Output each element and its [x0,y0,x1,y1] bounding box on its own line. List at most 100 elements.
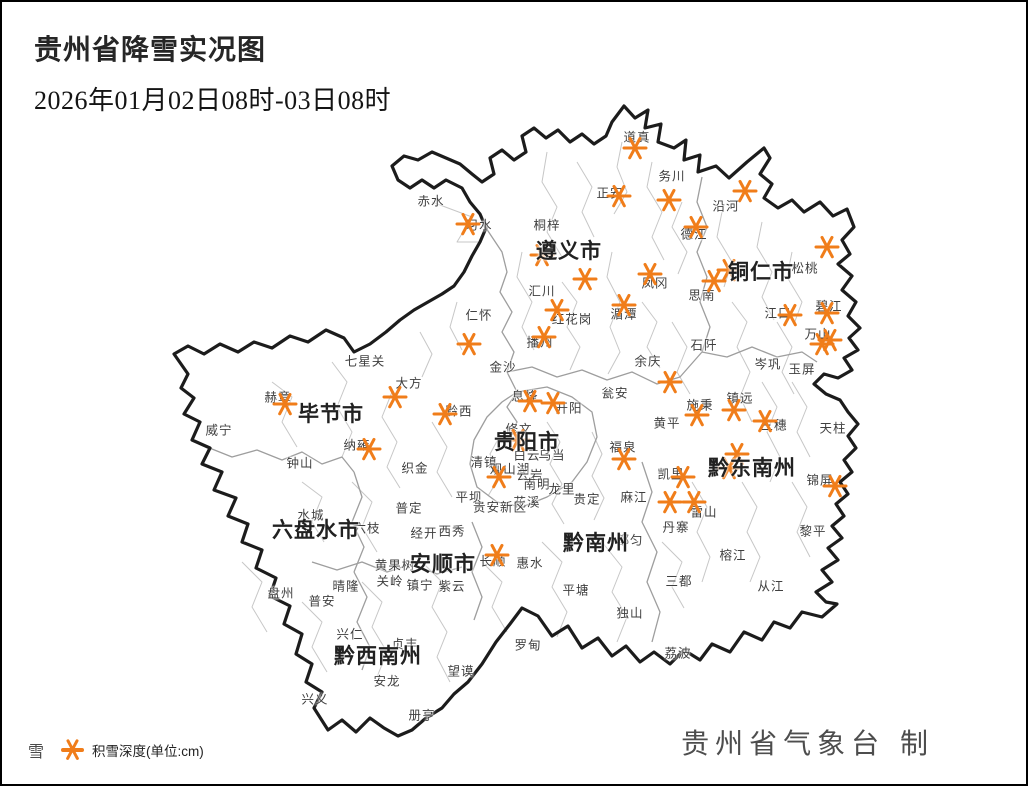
county-label: 安龙 [373,674,401,689]
county-label: 经开 [410,526,438,541]
city-label: 遵义市 [536,240,602,263]
snow-depth-marker [814,235,840,260]
county-label: 惠水 [516,556,544,571]
city-label: 铜仁市 [728,261,794,284]
county-label: 贵定 [573,492,601,507]
county-label: 汇川 [528,284,556,299]
county-label: 水城 [297,508,325,523]
date-range: 2026年01月02日08时-03日08时 [34,86,392,115]
county-label: 麻江 [620,490,648,505]
snow-depth-marker [701,269,727,294]
county-label: 云岩 [516,468,544,483]
county-label: 乌当 [538,448,566,463]
legend-snow-label: 雪 [28,744,46,761]
county-label: 普安 [308,594,336,609]
snow-depth-marker [611,293,637,318]
county-label: 兴义 [301,692,329,707]
snow-depth-marker [817,328,843,353]
county-label: 大方 [395,376,423,391]
snow-depth-marker [716,456,742,481]
snow-depth-marker [456,332,482,357]
snow-depth-marker [272,392,298,417]
county-label: 金沙 [489,360,517,375]
city-label: 六盘水市 [272,519,360,542]
county-label: 南明 [523,477,551,492]
county-label: 贵安新区 [472,500,528,515]
county-label: 钟山 [286,456,314,471]
snow-depth-marker [382,385,408,410]
map-legend: 雪 积雪深度(单位:cm) [28,738,204,762]
snow-depth-marker [432,402,458,427]
snow-depth-marker [529,243,555,268]
county-label: 西秀 [438,524,466,539]
county-label: 兴仁 [336,627,364,642]
county-label: 六枝 [353,521,381,536]
county-label: 沿河 [712,199,740,214]
snow-depth-marker [544,298,570,323]
county-label: 织金 [401,461,429,476]
county-label: 册亨 [408,708,436,723]
snow-depth-marker [681,490,707,515]
county-label: 仁怀 [465,308,493,323]
county-label: 平塘 [562,583,590,598]
city-label: 黔南州 [563,532,629,555]
city-label: 贵阳市 [494,431,560,454]
county-label: 清镇 [470,455,498,470]
snow-depth-marker [622,136,648,161]
city-label: 黔东南州 [708,457,796,480]
snow-depth-marker [657,370,683,395]
snow-depth-marker [356,437,382,462]
county-label: 普定 [395,501,423,516]
snow-depth-marker [517,389,543,414]
county-label: 盘州 [267,586,295,601]
county-label: 丹寨 [662,520,690,535]
county-label: 瓮安 [601,386,629,401]
snow-depth-marker [724,442,750,467]
snow-depth-marker [777,303,803,328]
county-label: 晴隆 [332,579,360,594]
county-label: 黄平 [653,416,681,431]
county-label: 望谟 [447,664,475,679]
snow-depth-marker [822,474,848,499]
county-label: 威宁 [205,423,233,438]
snow-depth-marker [540,391,566,416]
county-label: 贞丰 [391,637,419,652]
county-label: 镇宁 [406,578,434,593]
snow-depth-marker [716,258,742,283]
snow-depth-marker [683,215,709,240]
county-label: 榕江 [719,548,747,563]
county-label: 锦屏 [806,473,834,488]
county-label: 紫云 [438,579,466,594]
city-label: 安顺市 [410,553,476,576]
county-label: 天柱 [819,421,847,436]
snow-depth-marker [484,543,510,568]
county-label: 白云 [513,448,541,463]
snow-depth-marker [637,262,663,287]
county-label: 平坝 [455,490,483,505]
snow-depth-marker [486,465,512,490]
county-label: 余庆 [634,354,662,369]
credit-text: 贵州省气象台 制 [681,727,934,760]
snow-depth-marker [721,398,747,423]
county-label: 关岭 [376,574,404,589]
county-label: 荔波 [664,646,692,661]
county-label: 三都 [665,574,693,589]
county-label: 从江 [757,579,785,594]
map-header: 贵州省降雪实况图 2026年01月02日08时-03日08时 [34,28,391,117]
county-label: 罗甸 [514,638,542,653]
snow-depth-marker [505,428,531,453]
county-label: 岑巩 [754,357,782,372]
province-border [172,104,862,738]
county-label: 石阡 [690,338,718,353]
county-label: 都匀 [616,533,644,548]
snow-depth-marker [656,188,682,213]
snow-depth-marker [611,447,637,472]
city-boundaries [206,176,818,671]
county-label: 开阳 [555,401,583,416]
snow-depth-marker [657,490,683,515]
county-label: 龙里 [548,482,576,497]
county-label: 赤水 [417,194,445,209]
county-label: 桐梓 [533,218,561,233]
